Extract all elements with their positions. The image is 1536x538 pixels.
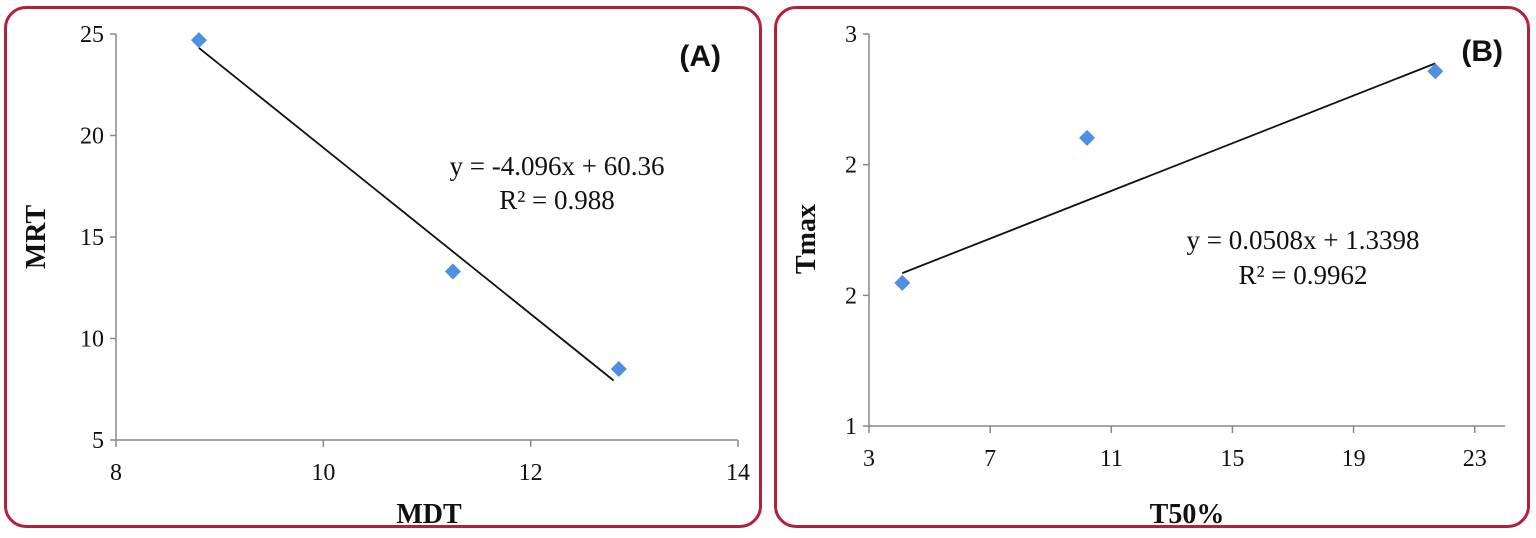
chart-panel-a: 5 10 15 20 25 8 10 12 14 MDT MRT (A) y = -4.096… (4, 6, 762, 530)
chart-b-trendline (901, 62, 1436, 274)
chart-b-x-title: T50% (1150, 499, 1225, 530)
b-y-tick-label: 2 (845, 283, 857, 309)
chart-a-trendline (198, 47, 615, 382)
chart-b-y-title: Tmax (791, 204, 822, 274)
a-y-tick-label: 15 (80, 225, 104, 251)
chart-b-r-squared: R² = 0.9962 (1238, 260, 1367, 290)
b-data-point (1079, 129, 1096, 146)
a-y-tick-label: 25 (80, 22, 104, 48)
chart-b-x-ticks: 3 7 11 15 19 23 (863, 426, 1487, 472)
chart-a-y-title: MRT (21, 205, 52, 270)
chart-a-x-title: MDT (396, 499, 462, 530)
a-x-tick-label: 8 (110, 460, 122, 486)
chart-a-svg: 5 10 15 20 25 8 10 12 14 MDT MRT (A) y = -4.096… (21, 22, 750, 530)
b-x-tick-label: 23 (1463, 446, 1487, 472)
a-data-point (444, 263, 461, 280)
chart-b-panel-label: (B) (1461, 35, 1503, 68)
b-x-tick-label: 7 (984, 446, 996, 472)
b-x-tick-label: 15 (1220, 446, 1244, 472)
chart-a-panel-label: (A) (679, 40, 721, 73)
a-y-tick-label: 20 (80, 124, 104, 150)
a-y-tick-label: 10 (80, 327, 104, 353)
b-y-tick-label: 1 (845, 414, 857, 440)
b-x-tick-label: 19 (1342, 446, 1366, 472)
chart-b-points (894, 63, 1444, 291)
chart-b-y-ticks: 1 2 2 3 (845, 22, 869, 440)
a-y-tick-label: 5 (92, 428, 104, 454)
chart-a-points (190, 32, 627, 377)
b-y-tick-label: 3 (845, 22, 857, 48)
b-data-point (894, 274, 911, 291)
a-x-tick-label: 12 (519, 460, 543, 486)
a-x-tick-label: 10 (311, 460, 335, 486)
chart-a-y-ticks: 5 10 15 20 25 (80, 22, 116, 454)
chart-a-r-squared: R² = 0.988 (499, 185, 615, 215)
a-x-tick-label: 14 (726, 460, 750, 486)
chart-a-x-ticks: 8 10 12 14 (110, 440, 750, 486)
b-x-tick-label: 11 (1100, 446, 1123, 472)
a-data-point (190, 32, 207, 49)
chart-a-equation: y = -4.096x + 60.36 (450, 151, 665, 181)
b-data-point (1427, 63, 1444, 80)
chart-b-equation: y = 0.0508x + 1.3398 (1187, 225, 1420, 255)
a-data-point (610, 360, 627, 377)
b-x-tick-label: 3 (863, 446, 875, 472)
b-y-tick-label: 2 (845, 153, 857, 179)
